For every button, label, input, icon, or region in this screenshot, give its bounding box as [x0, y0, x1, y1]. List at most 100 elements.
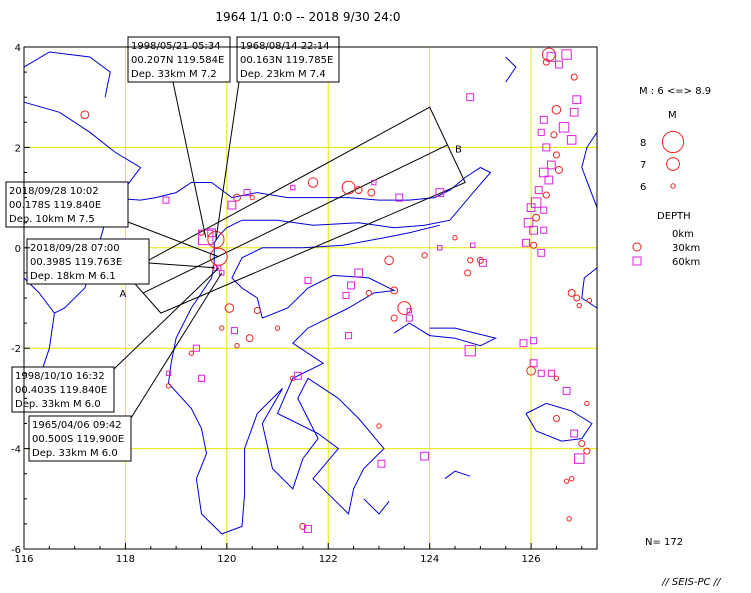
callout-text: 00.178S 119.840E: [9, 200, 101, 211]
legend-depth-title: DEPTH: [657, 211, 691, 222]
epicenter-circle: [567, 289, 576, 297]
epicenter-square: [562, 386, 571, 395]
epicenter-square: [162, 196, 170, 204]
section-axis: [142, 144, 448, 294]
callout-leader: [130, 272, 223, 419]
epicenter-markers: [80, 47, 593, 533]
epicenter-circle: [541, 47, 556, 62]
epicenter-circle: [532, 213, 541, 222]
legend-mag-label: 7: [640, 160, 646, 171]
epicenter-square: [574, 453, 585, 464]
epicenter-circle: [233, 193, 241, 202]
epicenter-square: [572, 95, 582, 105]
epicenter-square: [526, 203, 536, 213]
epicenter-square: [304, 276, 312, 284]
epicenter-circle: [576, 302, 582, 309]
callout-box: [236, 36, 340, 83]
epicenter-square: [470, 242, 476, 248]
epicenter-square: [539, 115, 548, 124]
legend-depth-square: [632, 256, 642, 266]
epicenter-circle: [551, 104, 562, 115]
map-title: 1964 1/1 0:0 -- 2018 9/30 24:0: [215, 10, 400, 24]
coastline-segment: [444, 470, 471, 480]
epicenter-square: [519, 339, 528, 348]
epicenter-square: [420, 451, 429, 461]
callout-leader: [215, 81, 240, 240]
epicenter-circle: [390, 286, 399, 295]
epicenter-circle: [566, 516, 572, 522]
callout-leader: [172, 81, 207, 238]
epicenter-circle: [553, 375, 560, 382]
epicenter-circle: [245, 334, 254, 343]
epicenter-square: [230, 327, 238, 335]
x-tick-label: 124: [420, 554, 439, 565]
epicenter-circle: [219, 325, 225, 331]
epicenter-square: [546, 52, 557, 62]
callout-box: [5, 181, 129, 228]
epicenter-square: [478, 258, 487, 267]
coastline-segment: [525, 402, 593, 442]
y-tick-label: -4: [11, 445, 21, 456]
y-tick-label: -2: [11, 344, 21, 355]
epicenter-circle: [354, 186, 363, 195]
epicenter-circle: [467, 257, 474, 264]
epicenter-square: [530, 197, 542, 208]
callout-leader: [127, 221, 219, 258]
epicenter-square: [544, 175, 554, 185]
epicenter-circle: [550, 131, 558, 139]
callout-text: 00.398S 119.763E: [30, 257, 122, 268]
callout-box: [127, 36, 231, 83]
epicenter-square: [227, 200, 237, 210]
epicenter-circle: [188, 350, 195, 356]
epicenter-square: [547, 369, 555, 377]
epicenter-square: [466, 93, 475, 102]
callout-box: [28, 415, 132, 462]
epicenter-square: [522, 238, 530, 247]
epicenter-square: [529, 225, 538, 235]
epicenter-square: [304, 524, 312, 533]
callout-text: 1998/10/10 16:32: [15, 371, 105, 382]
graticule: [24, 47, 597, 549]
section-end-label: B: [455, 144, 462, 155]
legend-depth-circle: [632, 242, 642, 252]
x-tick-label: 120: [217, 554, 236, 565]
epicenter-circle: [573, 294, 581, 302]
epicenter-circle: [464, 269, 472, 277]
epicenter-circle: [307, 177, 319, 188]
epicenter-square: [197, 374, 206, 382]
epicenter-square: [377, 459, 386, 468]
epicenter-circle: [530, 241, 538, 249]
epicenter-square: [354, 268, 364, 278]
epicenter-square: [561, 49, 572, 60]
legend-mag-title: M: [668, 110, 677, 121]
epicenter-square: [290, 184, 296, 191]
epicenter-circle: [274, 325, 281, 331]
epicenter-circle: [207, 231, 225, 249]
software-credit: // SEIS-PC //: [661, 577, 722, 588]
epicenter-circle: [584, 400, 590, 407]
y-tick-label: 0: [15, 244, 21, 255]
epicenter-square: [569, 107, 579, 117]
callout-text: 00.403S 119.840E: [15, 385, 107, 396]
callout-text: Dep. 33km M 7.2: [131, 69, 217, 80]
epicenter-square: [405, 314, 413, 322]
epicenter-circle: [583, 447, 591, 455]
y-tick-label: 4: [15, 43, 21, 54]
callout-text: Dep. 33km M 6.0: [15, 399, 101, 410]
epicenter-circle: [552, 151, 560, 159]
epicenter-square: [371, 179, 377, 186]
epicenter-square: [344, 332, 353, 340]
epicenter-square: [219, 270, 225, 276]
epicenter-square: [435, 188, 445, 197]
callout-leader: [148, 262, 215, 269]
callout-text: Dep. 18km M 6.1: [30, 271, 116, 282]
epicenter-square: [216, 265, 222, 271]
epicenter-circle: [552, 414, 560, 423]
epicenter-circle: [224, 303, 235, 313]
x-tick-label: 118: [116, 554, 135, 565]
epicenter-square: [406, 307, 413, 314]
epicenter-square: [546, 160, 556, 170]
coastline: [23, 51, 598, 535]
epicenter-square: [523, 217, 534, 228]
legend-depth-label: 0km: [672, 229, 694, 240]
